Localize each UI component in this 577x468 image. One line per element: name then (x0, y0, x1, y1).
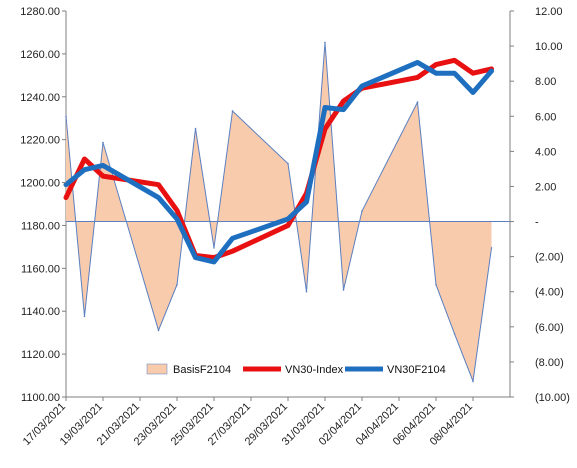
vn30f2104-point (342, 108, 345, 111)
vn30f2104-point (472, 91, 474, 94)
basis-area-layer (65, 41, 510, 384)
basis-point (176, 283, 178, 286)
left-axis-tick-label: 1140.00 (21, 306, 60, 318)
vn30-index-point (416, 76, 419, 79)
basis-area-outline (65, 42, 492, 384)
vn30f2104-point (65, 183, 67, 186)
left-axis-tick-label: 1280.00 (20, 6, 60, 18)
left-axis-tick-label: 1160.00 (21, 263, 60, 275)
vn30f2104-point (361, 85, 363, 88)
left-axis-tick-label: 1100.00 (21, 392, 60, 404)
legend-item-vn30-index-label: VN30-Index (285, 364, 344, 376)
right-axis: (10.00) (8.00) (6.00) (4.00) (2.00) - 2.00 4.00… (510, 6, 570, 404)
vn30f2104-point (102, 164, 104, 167)
basis-point (83, 315, 86, 318)
vn30-index-point (287, 224, 289, 227)
legend: BasisF2104 VN30-Index VN30F2104 (146, 363, 446, 376)
vn30f2104-point (305, 200, 308, 203)
legend-item-basis-swatch (146, 363, 168, 375)
right-axis-tick-label: 12.00 (535, 6, 563, 18)
basis-point (231, 110, 234, 112)
left-axis-tick-label: 1180.00 (21, 220, 60, 232)
vn30-index-point (65, 196, 67, 199)
right-axis-tick-label: (6.00) (535, 322, 564, 334)
vn30-index-point (453, 59, 456, 62)
vn30-index-point (342, 100, 345, 103)
right-axis-tick-label: (4.00) (535, 287, 564, 299)
legend-item-vn30f2104-label: VN30F2104 (387, 364, 446, 376)
right-axis-tick-label: 4.00 (535, 146, 556, 158)
basis-point (194, 127, 197, 130)
basis-point (472, 380, 474, 383)
right-axis-tick-label: (10.00) (535, 392, 570, 404)
vn30f2104-point (287, 218, 289, 221)
right-axis-tick-label: 8.00 (535, 76, 556, 88)
right-axis-tick-label: 10.00 (535, 41, 563, 53)
vn30-index-point (83, 157, 86, 160)
basis-area-fill (66, 42, 492, 382)
vn30-index-point (176, 209, 178, 212)
legend-item-basis-label: BasisF2104 (173, 364, 231, 376)
vn30-index-point (472, 72, 474, 75)
left-axis-tick-label: 1240.00 (20, 92, 60, 104)
vn30-index-point (157, 183, 160, 186)
vn30f2104-point (83, 168, 86, 171)
basis-point (416, 101, 419, 104)
right-axis-tick-label: (8.00) (535, 357, 564, 369)
basis-point (102, 141, 104, 144)
left-axis-tick-label: 1220.00 (20, 135, 60, 147)
vn30f2104-point (157, 196, 160, 199)
basis-point (453, 333, 456, 335)
vn30-index-point (231, 250, 234, 253)
vn30f2104-point (490, 70, 493, 73)
vn30-index-point (102, 175, 104, 178)
vn30f2104-point (176, 218, 178, 221)
vn30f2104-point (435, 72, 437, 75)
left-axis-tick-label: 1260.00 (20, 49, 60, 61)
vn30f2104-point (324, 106, 326, 109)
left-axis-tick-label: 1200.00 (20, 178, 60, 190)
basis-point (435, 283, 437, 286)
vn30f2104-point (416, 61, 419, 64)
basis-point (490, 247, 493, 249)
basis-point (287, 162, 289, 165)
index-lines-layer (63, 57, 494, 265)
right-axis-tick-label: 2.00 (535, 181, 556, 193)
right-axis-tick-label: (2.00) (535, 252, 564, 264)
x-axis: 17/03/202119/03/202121/03/202123/03/2021… (21, 397, 475, 448)
vn30f2104-point (231, 237, 234, 240)
basis-point (361, 210, 363, 212)
basis-point (213, 247, 215, 249)
basis-point (305, 290, 308, 293)
right-axis-tick-label: 6.00 (535, 111, 556, 123)
left-axis-tick-label: 1120.00 (21, 349, 60, 361)
basis-point (342, 289, 345, 291)
vn30f2104-line (63, 59, 494, 265)
vn30f2104-point (453, 72, 456, 75)
right-axis-tick-label: - (535, 217, 539, 229)
vn30f2104-point (213, 260, 215, 263)
left-axis: 1100.00 1120.00 1140.00 1160.00 1180.00 1200.… (20, 6, 66, 404)
vn30-index-point (435, 63, 437, 66)
basis-point (324, 41, 326, 44)
basis-point (157, 329, 160, 332)
basis-point (65, 115, 67, 118)
vn30-index-point (324, 127, 326, 130)
vn30f2104-point (194, 256, 197, 259)
